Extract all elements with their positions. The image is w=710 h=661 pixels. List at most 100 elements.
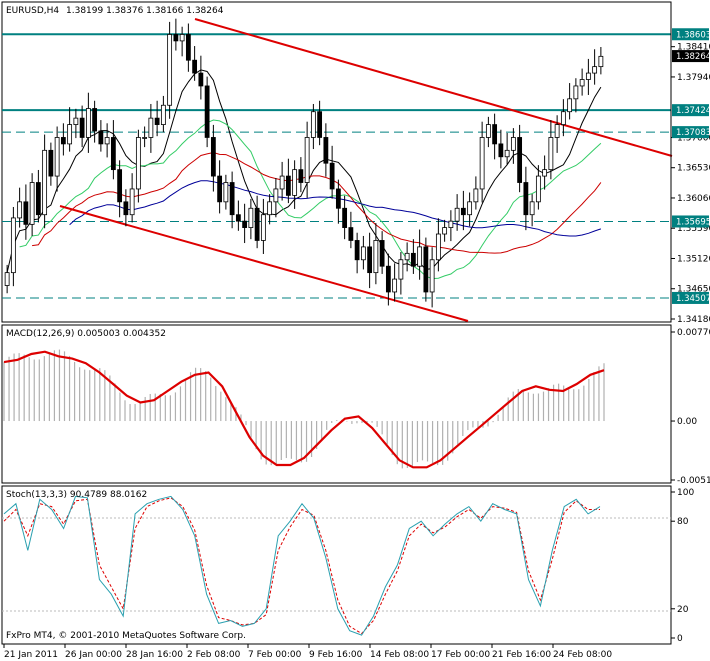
price-tag bbox=[672, 50, 709, 63]
bull-candle bbox=[510, 137, 516, 151]
time-label: 14 Feb 08:00 bbox=[370, 650, 429, 660]
bull-candle bbox=[73, 117, 79, 125]
bull-candle bbox=[592, 66, 598, 74]
time-label: 9 Feb 16:00 bbox=[309, 650, 363, 660]
bear-candle bbox=[423, 246, 429, 293]
bear-candle bbox=[98, 130, 104, 145]
bull-candle bbox=[417, 246, 423, 267]
price-tag-label: 1.38603 bbox=[676, 30, 710, 40]
bull-candle bbox=[504, 149, 510, 158]
macd-panel-border bbox=[1, 324, 672, 484]
bull-candle bbox=[429, 259, 435, 293]
horizontal-levels[interactable] bbox=[2, 33, 671, 299]
ohlc-readout: 1.38199 1.38376 1.38166 1.38264 bbox=[66, 6, 224, 16]
bear-candle bbox=[254, 207, 260, 241]
price-tick-label: 1.37940 bbox=[677, 73, 710, 83]
bull-candle bbox=[29, 182, 35, 225]
bull-candle bbox=[260, 214, 266, 241]
time-axis: 21 Jan 2011 26 Jan 00:00 28 Jan 16:00 2 Feb… bbox=[2, 643, 671, 660]
price-tick-label: 1.36060 bbox=[677, 194, 710, 204]
copyright-label: FxPro MT4, © 2001-2010 MetaQuotes Softwa… bbox=[6, 631, 246, 641]
trendlines[interactable] bbox=[59, 18, 673, 322]
bear-candle bbox=[173, 34, 179, 42]
bull-candle bbox=[304, 137, 310, 183]
bull-candle bbox=[448, 220, 454, 228]
bull-candle bbox=[548, 137, 554, 171]
bull-candle bbox=[554, 124, 560, 138]
bull-candle bbox=[142, 137, 148, 139]
bull-candle bbox=[223, 182, 229, 203]
bear-candle bbox=[410, 252, 416, 267]
bear-candle bbox=[229, 182, 235, 216]
time-label: 2 Feb 08:00 bbox=[187, 650, 241, 660]
time-label: 24 Feb 08:00 bbox=[553, 650, 612, 660]
bull-candle bbox=[360, 246, 366, 261]
stoch-tick-label: 80 bbox=[677, 517, 689, 527]
moving-averages bbox=[6, 69, 602, 280]
bull-candle bbox=[404, 252, 410, 261]
price-tag-label: 1.37424 bbox=[676, 106, 710, 116]
bear-candle bbox=[298, 169, 304, 183]
bear-candle bbox=[117, 169, 123, 203]
bull-candle bbox=[573, 85, 579, 100]
bull-candle bbox=[529, 201, 535, 216]
stoch-label: Stoch(13,3,3) 90.4789 88.0162 bbox=[6, 490, 147, 500]
lower-channel-trendline[interactable] bbox=[59, 205, 469, 322]
macd-label: MACD(12,26,9) 0.005003 0.004352 bbox=[6, 329, 166, 339]
time-label: 21 Feb 16:00 bbox=[492, 650, 551, 660]
stoch-tick-label: 20 bbox=[677, 605, 689, 615]
bull-candle bbox=[42, 149, 48, 216]
bull-candle bbox=[585, 72, 591, 80]
symbol-label: EURUSD,H4 bbox=[6, 6, 59, 16]
bear-candle bbox=[354, 240, 360, 261]
bull-candle bbox=[67, 124, 73, 145]
bear-candle bbox=[348, 227, 354, 241]
bull-candle bbox=[479, 137, 485, 190]
bear-candle bbox=[385, 265, 391, 293]
bear-candle bbox=[379, 240, 385, 267]
bear-candle bbox=[323, 137, 329, 164]
bear-candle bbox=[198, 72, 204, 87]
ma-long-line bbox=[69, 180, 602, 237]
bear-candle bbox=[317, 111, 323, 138]
ma-fast-line bbox=[6, 69, 602, 273]
bear-candle bbox=[367, 246, 373, 274]
bull-candle bbox=[10, 217, 16, 274]
bear-candle bbox=[217, 175, 223, 203]
bull-candle bbox=[129, 188, 135, 216]
bear-candle bbox=[342, 207, 348, 228]
bull-candle bbox=[4, 272, 10, 286]
bull-candle bbox=[310, 111, 316, 138]
price-tag-label: 1.38264 bbox=[676, 52, 710, 62]
time-label: 21 Jan 2011 bbox=[4, 650, 58, 660]
bear-candle bbox=[210, 137, 216, 177]
bear-candle bbox=[110, 137, 116, 171]
upper-channel-trendline[interactable] bbox=[194, 18, 673, 157]
bear-candle bbox=[523, 182, 529, 216]
bear-candle bbox=[35, 182, 41, 216]
bear-candle bbox=[192, 59, 198, 74]
bull-candle bbox=[167, 34, 173, 106]
bear-candle bbox=[335, 188, 341, 209]
bear-candle bbox=[242, 220, 248, 228]
macd-histogram bbox=[3, 349, 605, 469]
price-tag-label: 1.34507 bbox=[676, 294, 710, 304]
price-tick-label: 1.34650 bbox=[677, 285, 710, 295]
stoch-tick-label: 100 bbox=[677, 488, 694, 498]
price-tag-label: 1.35695 bbox=[676, 217, 710, 227]
stoch-tick-label: 0 bbox=[677, 634, 683, 644]
ma-medium-line bbox=[19, 119, 602, 280]
price-tick-label: 1.36530 bbox=[677, 164, 710, 174]
time-label: 28 Jan 16:00 bbox=[126, 650, 183, 660]
bear-candle bbox=[185, 34, 191, 61]
bull-candle bbox=[160, 104, 166, 125]
bull-candle bbox=[392, 278, 398, 293]
macd-signal-line bbox=[3, 350, 605, 469]
price-tag bbox=[672, 215, 709, 228]
bull-candle bbox=[442, 227, 448, 235]
bear-candle bbox=[517, 137, 523, 183]
price-tag bbox=[672, 104, 709, 117]
bull-candle bbox=[148, 117, 154, 138]
